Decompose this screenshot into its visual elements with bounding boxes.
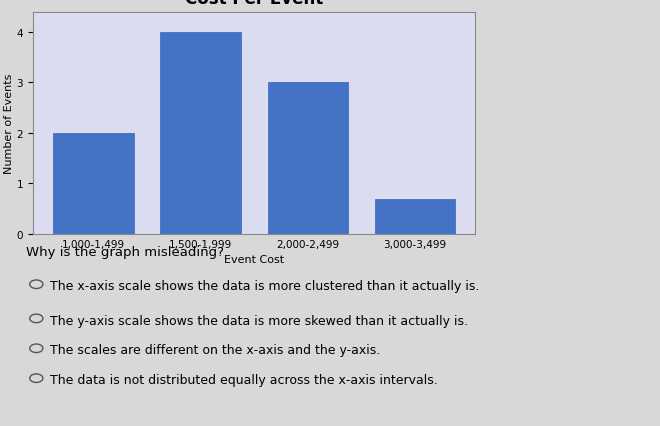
Text: The y-axis scale shows the data is more skewed than it actually is.: The y-axis scale shows the data is more …	[50, 314, 467, 327]
Bar	[267, 83, 348, 234]
Title: Cost Per Event: Cost Per Event	[185, 0, 323, 9]
Bar	[375, 199, 455, 234]
Text: The data is not distributed equally across the x-axis intervals.: The data is not distributed equally acro…	[50, 374, 437, 386]
Text: The x-axis scale shows the data is more clustered than it actually is.: The x-axis scale shows the data is more …	[50, 280, 479, 293]
Bar	[160, 33, 241, 234]
Text: Why is the graph misleading?: Why is the graph misleading?	[26, 246, 224, 259]
Text: The scales are different on the x-axis and the y-axis.: The scales are different on the x-axis a…	[50, 344, 379, 357]
X-axis label: Event Cost: Event Cost	[224, 255, 284, 265]
Bar	[53, 134, 133, 234]
Y-axis label: Number of Events: Number of Events	[4, 73, 14, 174]
